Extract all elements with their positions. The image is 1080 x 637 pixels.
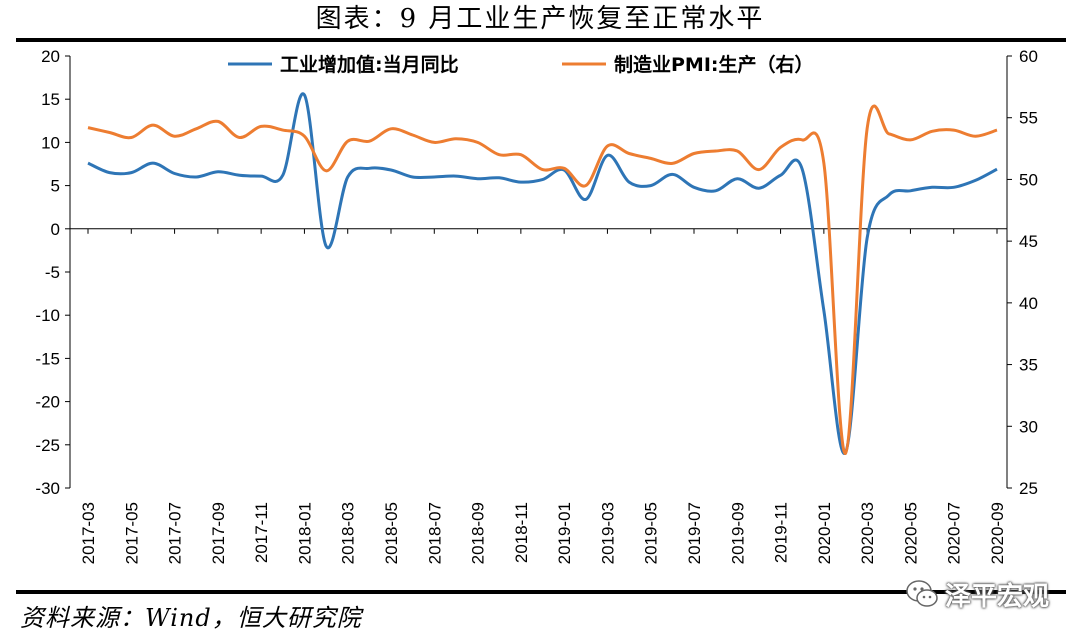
series-line-industrial-value-added xyxy=(87,92,998,455)
y-left-tick-label: -20 xyxy=(35,393,60,412)
y-right-tick-label: 40 xyxy=(1019,294,1038,313)
y-left-tick-label: 0 xyxy=(51,220,60,239)
y-right-tick-label: 50 xyxy=(1019,170,1038,189)
x-tick-label: 2017-07 xyxy=(166,502,185,564)
y-right-tick-label: 55 xyxy=(1019,109,1038,128)
x-tick-label: 2018-11 xyxy=(512,502,531,563)
x-tick-label: 2018-03 xyxy=(339,502,358,564)
chart-series xyxy=(87,92,998,455)
x-tick-label: 2018-05 xyxy=(382,502,401,564)
x-tick-label: 2019-09 xyxy=(728,502,747,564)
x-tick-label: 2017-11 xyxy=(252,502,271,563)
source-note: 资料来源：Wind，恒大研究院 xyxy=(20,604,362,632)
y-right-tick-label: 60 xyxy=(1019,47,1038,66)
x-tick-label: 2019-07 xyxy=(685,502,704,564)
x-tick-label: 2020-01 xyxy=(815,502,834,564)
y-left-tick-label: 5 xyxy=(51,177,60,196)
y-right-tick-label: 45 xyxy=(1019,232,1038,251)
line-chart: 20151050-5-10-15-20-25-30605550454035302… xyxy=(35,47,1038,564)
x-tick-label: 2018-07 xyxy=(425,502,444,564)
y-left-tick-label: 15 xyxy=(41,90,60,109)
y-right-tick-label: 30 xyxy=(1019,417,1038,436)
x-tick-label: 2020-05 xyxy=(901,502,920,564)
y-left-tick-label: -30 xyxy=(35,479,60,498)
y-left-tick-label: -25 xyxy=(35,436,60,455)
chart-title: 图表：9 月工业生产恢复至正常水平 xyxy=(315,4,765,34)
legend-label: 制造业PMI:生产（右） xyxy=(614,53,814,76)
x-tick-label: 2017-09 xyxy=(209,502,228,564)
y-left-tick-label: 10 xyxy=(41,133,60,152)
y-right-tick-label: 35 xyxy=(1019,356,1038,375)
watermark-text: 泽平宏观 xyxy=(945,581,1050,612)
y-left-tick-label: 20 xyxy=(41,47,60,66)
y-left-tick-label: -15 xyxy=(35,349,60,368)
watermark: 泽平宏观 xyxy=(905,576,1049,612)
legend-label: 工业增加值:当月同比 xyxy=(280,53,459,76)
x-tick-label: 2020-07 xyxy=(945,502,964,564)
x-tick-label: 2017-05 xyxy=(122,502,141,564)
x-tick-label: 2020-03 xyxy=(858,502,877,564)
x-tick-label: 2019-01 xyxy=(555,502,574,564)
top-rule xyxy=(16,38,1066,42)
y-left-tick-label: -10 xyxy=(35,306,60,325)
bottom-rule xyxy=(16,590,1066,594)
x-tick-label: 2018-09 xyxy=(469,502,488,564)
chart-axes: 20151050-5-10-15-20-25-30605550454035302… xyxy=(35,47,1038,564)
wechat-icon xyxy=(906,580,938,607)
x-tick-label: 2017-03 xyxy=(79,502,98,564)
x-tick-label: 2020-09 xyxy=(988,502,1007,564)
x-tick-label: 2019-05 xyxy=(642,502,661,564)
chart-legend: 工业增加值:当月同比 制造业PMI:生产（右） xyxy=(228,53,814,76)
y-right-tick-label: 25 xyxy=(1019,479,1038,498)
x-tick-label: 2019-11 xyxy=(772,502,791,563)
x-tick-label: 2018-01 xyxy=(295,502,314,564)
series-line-pmi-production xyxy=(87,104,998,455)
y-left-tick-label: -5 xyxy=(45,263,60,282)
x-tick-label: 2019-03 xyxy=(598,502,617,564)
